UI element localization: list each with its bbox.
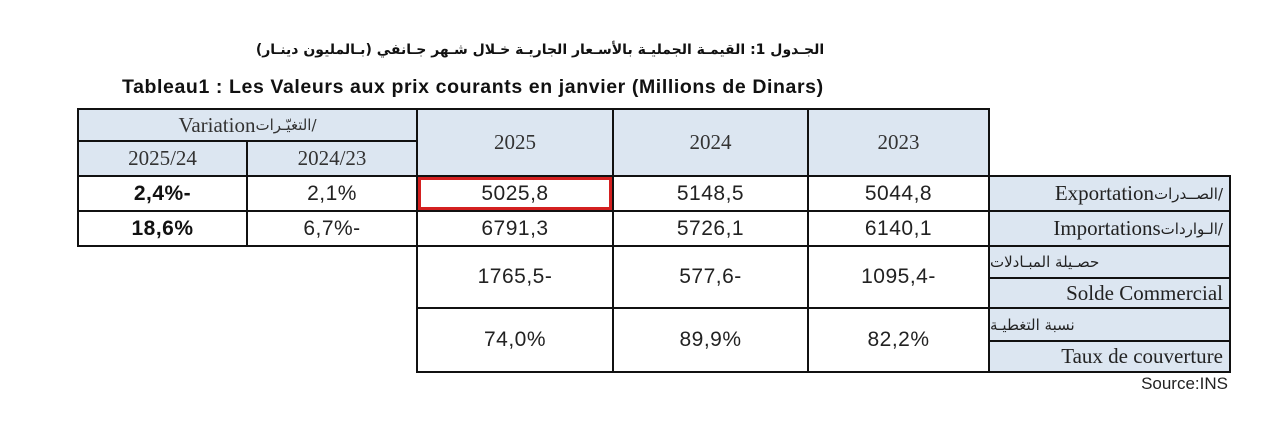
variation-header-ar: /التغيّـرات [255,116,317,134]
variation-export-2025-24: 2,4%- [77,175,248,212]
taux-2024-value: 89,9% [612,307,809,373]
taux-2025-value: 74,0% [416,307,614,373]
import-2025-value: 6791,3 [416,210,614,247]
variation-col-2024-23: 2024/23 [246,140,418,177]
label-exportation-ar: /الصــدرات [1154,184,1223,203]
label-importations-ar: /الـواردات [1160,219,1223,238]
import-2024-value: 5726,1 [612,210,809,247]
label-solde-ar: حصـيلة المبـادلات [988,245,1231,279]
label-taux-ar: نسبة التغطيـة [988,307,1231,342]
export-2023-value: 5044,8 [807,175,990,212]
source-note: Source:INS [1141,374,1228,393]
export-2024-value: 5148,5 [612,175,809,212]
variation-header: Variation /التغيّـرات [77,108,418,142]
label-exportation-fr: Exportation [1054,181,1154,205]
year-col-2024: 2024 [612,108,809,177]
variation-import-2025-24: 18,6% [77,210,248,247]
variation-export-2024-23: 2,1% [246,175,418,212]
year-col-2023: 2023 [807,108,990,177]
table-title-arabic: الجـدول 1: القيمـة الجمليـة بالأسـعار ال… [255,42,825,58]
table-title-french: Tableau1 : Les Valeurs aux prix courants… [122,76,824,98]
year-col-2025: 2025 [416,108,614,177]
label-exportation: Exportation /الصــدرات [988,175,1231,212]
solde-2025-value: 1765,5- [416,245,614,309]
export-2025-value: 5025,8 [481,181,549,205]
variation-col-2025-24: 2025/24 [77,140,248,177]
import-2023-value: 6140,1 [807,210,990,247]
variation-import-2024-23: 6,7%- [246,210,418,247]
highlight-box [418,177,612,210]
variation-header-fr: Variation [178,112,256,137]
solde-2024-value: 577,6- [612,245,809,309]
label-solde-fr: Solde Commercial [988,277,1231,309]
label-importations-fr: Importations [1053,216,1161,240]
taux-2023-value: 82,2% [807,307,990,373]
export-2025-cell: 5025,8 [416,175,614,212]
label-taux-fr: Taux de couverture [988,340,1231,373]
label-importations: Importations /الـواردات [988,210,1231,247]
solde-2023-value: 1095,4- [807,245,990,309]
